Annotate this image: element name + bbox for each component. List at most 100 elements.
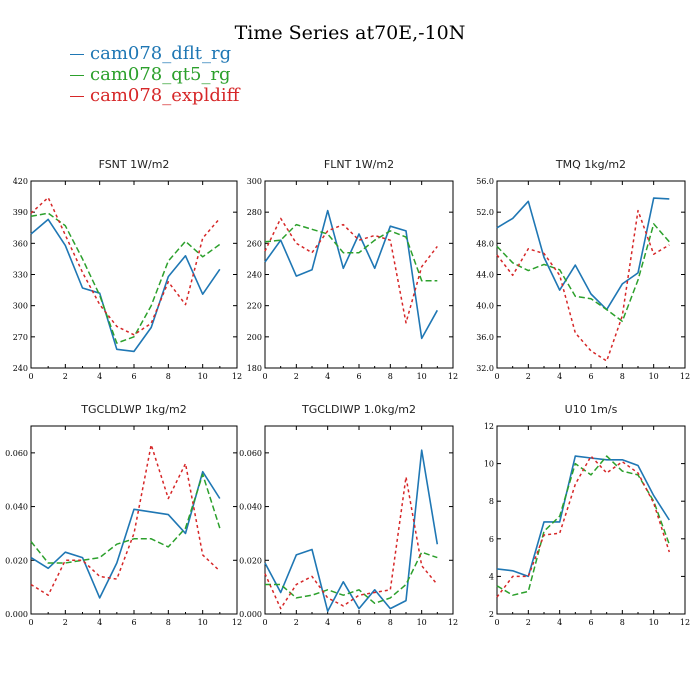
- series-line-cam078_expldiff: [264, 217, 438, 324]
- x-tick-label: 12: [680, 618, 690, 627]
- x-tick-label: 8: [388, 372, 393, 381]
- y-tick-label: 52.0: [476, 208, 494, 217]
- plot-frame: [264, 180, 454, 369]
- x-tick-label: 6: [356, 372, 361, 381]
- y-tick-label: 270: [13, 333, 28, 342]
- y-tick-label: 360: [13, 239, 28, 248]
- legend-label-dflt: cam078_dflt_rg: [90, 43, 232, 64]
- series-line-cam078_dflt_rg: [30, 470, 221, 599]
- y-tick-label: 8: [489, 497, 494, 506]
- y-tick-label: 200: [247, 333, 262, 342]
- y-tick-label: 240: [247, 271, 262, 280]
- y-tick-label: 12: [484, 422, 494, 431]
- series-line-cam078_dflt_rg: [496, 455, 670, 578]
- series-line-cam078_dflt_rg: [264, 449, 439, 613]
- panel-5: TGCLDIWP 1.0kg/m2 0 2 4 6 8 10 12 0.000 0.020 0.04…: [239, 403, 458, 627]
- plot-frame: [496, 425, 686, 615]
- x-tick-label: 0: [28, 618, 33, 627]
- panel-2: FLNT 1W/m2 0 2 4 6 8 10 12 180 200 220 240 260 280 300: [247, 158, 458, 381]
- series-line-cam078_qt5_rg: [30, 212, 221, 344]
- x-tick-label: 4: [557, 618, 562, 627]
- x-tick-label: 0: [28, 372, 33, 381]
- x-tick-label: 4: [97, 618, 102, 627]
- y-tick-label: 220: [247, 302, 262, 311]
- x-tick-label: 0: [262, 372, 267, 381]
- legend-label-expldiff: cam078_expldiff: [90, 85, 240, 106]
- x-tick-label: 6: [131, 618, 136, 627]
- plot-frame: [30, 425, 238, 615]
- y-tick-label: 44.0: [476, 271, 494, 280]
- panel-1: FSNT 1W/m2 0 2 4 6 8 10 12 240 270 300 330 360 390 420: [13, 158, 242, 381]
- series-line-cam078_expldiff: [30, 196, 221, 336]
- x-tick-label: 6: [588, 618, 593, 627]
- y-tick-label: 32.0: [476, 364, 494, 373]
- y-tick-label: 10: [484, 460, 494, 469]
- x-tick-label: 0: [262, 618, 267, 627]
- legend-entry-expldiff: cam078_expldiff: [70, 86, 239, 106]
- series-line-cam078_qt5_rg: [30, 473, 221, 564]
- legend-entry-qt5: cam078_qt5_rg: [70, 65, 231, 85]
- plot-frame: [264, 425, 454, 615]
- y-tick-label: 56.0: [476, 177, 494, 186]
- series-line-cam078_expldiff: [30, 444, 221, 596]
- y-tick-label: 260: [247, 239, 262, 248]
- x-tick-label: 10: [649, 618, 659, 627]
- x-tick-label: 10: [417, 372, 427, 381]
- panel-title: U10 1m/s: [565, 403, 618, 416]
- series-line-cam078_expldiff: [496, 455, 671, 598]
- y-tick-label: 420: [13, 177, 28, 186]
- series-line-cam078_expldiff: [496, 209, 670, 362]
- panel-title: TGCLDIWP 1.0kg/m2: [301, 403, 416, 416]
- x-tick-label: 12: [448, 372, 458, 381]
- y-tick-label: 330: [13, 271, 28, 280]
- series-line-cam078_qt5_rg: [265, 551, 438, 605]
- plot-frame: [496, 180, 686, 369]
- x-tick-label: 2: [526, 372, 531, 381]
- y-tick-label: 0.060: [239, 449, 262, 458]
- legend-entry-dflt: cam078_dflt_rg: [70, 44, 231, 64]
- legend-swatch-expldiff: [70, 95, 84, 97]
- y-tick-label: 0.040: [5, 503, 28, 512]
- y-tick-label: 2: [489, 610, 494, 619]
- y-tick-label: 0.020: [239, 556, 262, 565]
- x-tick-label: 4: [97, 372, 102, 381]
- plot-frame: [30, 180, 238, 369]
- y-tick-label: 180: [247, 364, 262, 373]
- x-tick-label: 8: [166, 372, 171, 381]
- x-tick-label: 10: [649, 372, 659, 381]
- x-tick-label: 6: [356, 618, 361, 627]
- series-line-cam078_dflt_rg: [264, 209, 438, 340]
- x-tick-label: 0: [494, 618, 499, 627]
- y-tick-label: 40.0: [476, 302, 494, 311]
- x-tick-label: 10: [198, 618, 208, 627]
- x-tick-label: 6: [588, 372, 593, 381]
- x-tick-label: 12: [680, 372, 690, 381]
- legend-swatch-qt5: [70, 74, 84, 76]
- y-tick-label: 0.040: [239, 503, 262, 512]
- y-tick-label: 48.0: [476, 239, 494, 248]
- y-tick-label: 0.060: [5, 449, 28, 458]
- y-tick-label: 240: [13, 364, 28, 373]
- panel-title: TGCLDLWP 1kg/m2: [80, 403, 186, 416]
- y-tick-label: 0.020: [5, 556, 28, 565]
- x-tick-label: 4: [557, 372, 562, 381]
- y-tick-label: 36.0: [476, 333, 494, 342]
- x-tick-label: 8: [620, 372, 625, 381]
- x-tick-label: 12: [448, 618, 458, 627]
- panel-title: FSNT 1W/m2: [99, 158, 170, 171]
- legend-label-qt5: cam078_qt5_rg: [90, 64, 231, 85]
- y-tick-label: 0.000: [239, 610, 262, 619]
- x-tick-label: 4: [325, 618, 330, 627]
- x-tick-label: 10: [417, 618, 427, 627]
- y-tick-label: 300: [247, 177, 262, 186]
- x-tick-label: 2: [294, 372, 299, 381]
- panel-3: TMQ 1kg/m2 0 2 4 6 8 10 12 32.0 36.0 40.0 44.0 48.0 5…: [476, 158, 690, 381]
- x-tick-label: 8: [388, 618, 393, 627]
- y-tick-label: 4: [489, 572, 494, 581]
- figure-title: Time Series at70E,-10N: [234, 22, 466, 44]
- panel-title: FLNT 1W/m2: [324, 158, 394, 171]
- series-line-cam078_dflt_rg: [496, 197, 670, 311]
- x-tick-label: 2: [294, 618, 299, 627]
